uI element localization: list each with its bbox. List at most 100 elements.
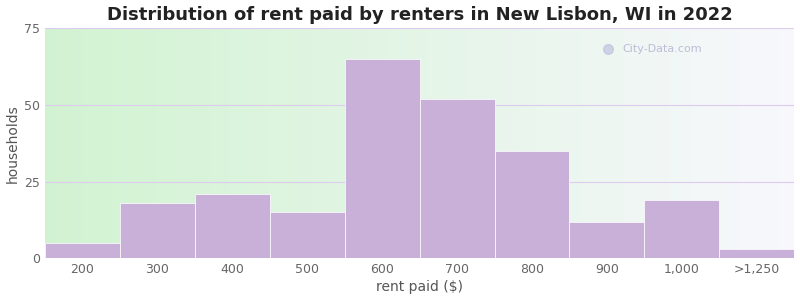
Bar	[122, 28, 125, 258]
Bar	[385, 28, 387, 258]
Bar	[342, 28, 345, 258]
Bar	[590, 28, 592, 258]
Bar	[157, 28, 159, 258]
Bar	[725, 28, 727, 258]
Bar	[605, 28, 607, 258]
Bar	[294, 28, 297, 258]
Bar	[442, 28, 445, 258]
Bar	[225, 28, 227, 258]
Bar	[170, 28, 172, 258]
Bar	[662, 28, 665, 258]
Bar	[717, 28, 719, 258]
Bar	[652, 28, 654, 258]
Bar	[254, 28, 257, 258]
Bar	[762, 28, 765, 258]
Bar	[130, 28, 132, 258]
Bar	[74, 28, 77, 258]
Bar	[570, 221, 645, 258]
Bar	[147, 28, 150, 258]
Bar	[194, 194, 270, 258]
Bar	[785, 28, 787, 258]
Bar	[219, 28, 222, 258]
Bar	[722, 28, 725, 258]
Bar	[334, 28, 337, 258]
Bar	[79, 28, 82, 258]
Bar	[314, 28, 317, 258]
Bar	[527, 28, 530, 258]
X-axis label: rent paid ($): rent paid ($)	[376, 280, 463, 294]
Bar	[230, 28, 232, 258]
Bar	[574, 28, 577, 258]
Bar	[137, 28, 139, 258]
Bar	[285, 28, 287, 258]
Bar	[612, 28, 614, 258]
Bar	[330, 28, 332, 258]
Bar	[522, 28, 525, 258]
Bar	[465, 28, 467, 258]
Bar	[685, 28, 687, 258]
Bar	[447, 28, 450, 258]
Bar	[199, 28, 202, 258]
Bar	[645, 200, 719, 258]
Bar	[767, 28, 770, 258]
Bar	[394, 28, 397, 258]
Bar	[345, 58, 419, 258]
Bar	[562, 28, 565, 258]
Bar	[654, 28, 657, 258]
Bar	[479, 28, 482, 258]
Bar	[350, 28, 352, 258]
Bar	[59, 28, 62, 258]
Bar	[707, 28, 710, 258]
Bar	[634, 28, 637, 258]
Bar	[354, 28, 357, 258]
Bar	[282, 28, 285, 258]
Bar	[312, 28, 314, 258]
Bar	[352, 28, 354, 258]
Bar	[639, 28, 642, 258]
Bar	[559, 28, 562, 258]
Bar	[279, 28, 282, 258]
Bar	[257, 28, 259, 258]
Bar	[567, 28, 570, 258]
Bar	[125, 28, 127, 258]
Bar	[187, 28, 190, 258]
Bar	[705, 28, 707, 258]
Bar	[237, 28, 239, 258]
Bar	[145, 28, 147, 258]
Bar	[472, 28, 474, 258]
Bar	[757, 28, 759, 258]
Bar	[47, 28, 50, 258]
Bar	[427, 28, 430, 258]
Bar	[177, 28, 179, 258]
Bar	[162, 28, 165, 258]
Bar	[619, 28, 622, 258]
Bar	[572, 28, 574, 258]
Bar	[445, 28, 447, 258]
Bar	[754, 28, 757, 258]
Title: Distribution of rent paid by renters in New Lisbon, WI in 2022: Distribution of rent paid by renters in …	[106, 6, 732, 24]
Bar	[630, 28, 632, 258]
Bar	[105, 28, 107, 258]
Bar	[645, 28, 647, 258]
Bar	[305, 28, 307, 258]
Bar	[570, 28, 572, 258]
Bar	[190, 28, 192, 258]
Bar	[212, 28, 214, 258]
Bar	[679, 28, 682, 258]
Bar	[637, 28, 639, 258]
Bar	[519, 28, 522, 258]
Bar	[494, 28, 497, 258]
Bar	[510, 28, 512, 258]
Bar	[154, 28, 157, 258]
Bar	[139, 28, 142, 258]
Bar	[262, 28, 265, 258]
Bar	[525, 28, 527, 258]
Bar	[667, 28, 670, 258]
Bar	[362, 28, 365, 258]
Bar	[250, 28, 252, 258]
Bar	[537, 28, 539, 258]
Bar	[730, 28, 732, 258]
Bar	[459, 28, 462, 258]
Bar	[677, 28, 679, 258]
Bar	[614, 28, 617, 258]
